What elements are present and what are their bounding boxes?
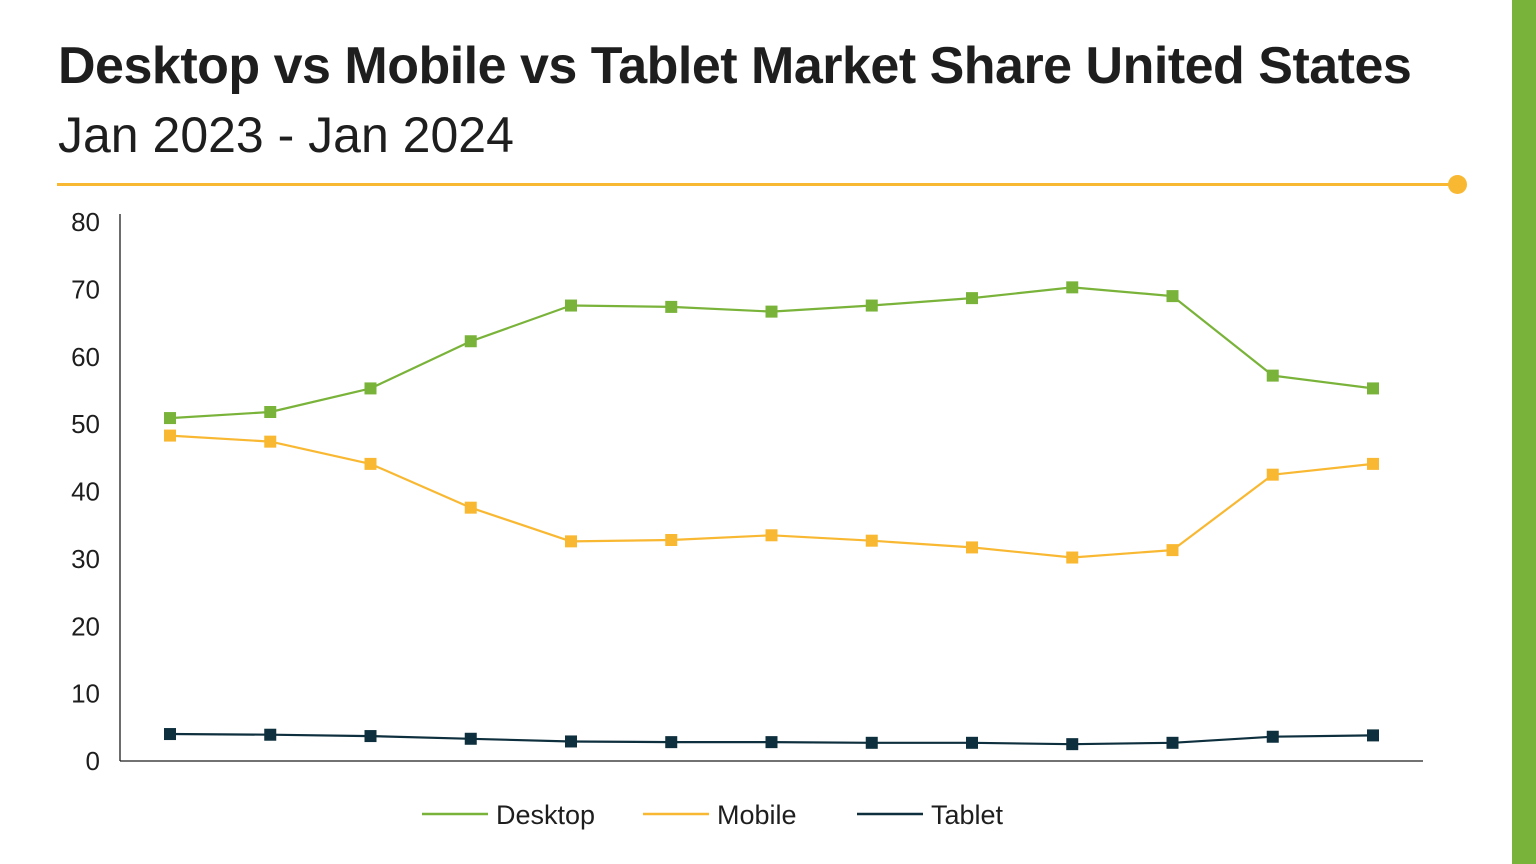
- mobile-legend-label: Mobile: [717, 800, 797, 830]
- desktop-data-point: [1166, 290, 1179, 303]
- tablet-legend-label: Tablet: [931, 800, 1004, 830]
- chart-subtitle: Jan 2023 - Jan 2024: [58, 107, 514, 163]
- mobile-data-point: [364, 457, 377, 470]
- y-tick-label: 0: [86, 746, 100, 776]
- tablet-data-point: [464, 732, 477, 745]
- tablet-data-point: [1367, 729, 1379, 742]
- desktop-data-point: [464, 335, 477, 348]
- mobile-data-point: [966, 541, 978, 554]
- tablet-data-point: [1266, 730, 1279, 743]
- chart-title: Desktop vs Mobile vs Tablet Market Share…: [58, 37, 1412, 95]
- tablet-data-point: [1166, 736, 1179, 749]
- mobile-data-point: [865, 534, 878, 547]
- desktop-data-point: [364, 382, 377, 395]
- mobile-data-point: [665, 534, 678, 547]
- tablet-data-point: [765, 736, 778, 749]
- tablet-data-point: [865, 736, 878, 749]
- tablet-data-point: [264, 728, 277, 741]
- mobile-data-point: [464, 501, 477, 514]
- desktop-data-point: [665, 300, 678, 313]
- desktop-data-point: [264, 405, 277, 418]
- mobile-data-point: [164, 429, 176, 442]
- side-accent-bar: [1512, 0, 1536, 864]
- tablet-data-point: [665, 736, 678, 749]
- tablet-data-point: [966, 736, 978, 749]
- y-tick-label: 10: [71, 679, 100, 709]
- mobile-data-point: [264, 435, 277, 448]
- y-tick-label: 80: [71, 207, 100, 237]
- y-tick-label: 40: [71, 477, 100, 507]
- desktop-data-point: [164, 412, 176, 425]
- line-chart: 0 10 20 30 40 50 60 70 80 Desktop Mobile Tablet: [71, 207, 1423, 830]
- series-layer: [164, 281, 1379, 751]
- desktop-legend-label: Desktop: [496, 800, 595, 830]
- y-axis: 0 10 20 30 40 50 60 70 80: [71, 207, 1423, 776]
- desktop-data-point: [865, 299, 878, 312]
- divider-end-dot: [1448, 175, 1467, 194]
- title-divider: [57, 183, 1457, 186]
- y-tick-label: 30: [71, 544, 100, 574]
- desktop-data-point: [1367, 382, 1379, 395]
- legend: Desktop Mobile Tablet: [422, 800, 1004, 830]
- tablet-data-point: [164, 728, 176, 741]
- tablet-data-point: [364, 730, 377, 743]
- y-tick-label: 20: [71, 611, 100, 641]
- mobile-data-point: [565, 535, 577, 548]
- desktop-data-point: [1266, 369, 1279, 382]
- desktop-data-point: [565, 299, 577, 312]
- mobile-data-point: [1266, 468, 1279, 481]
- mobile-data-point: [765, 529, 778, 542]
- mobile-data-point: [1066, 551, 1079, 564]
- desktop-data-point: [765, 305, 778, 318]
- y-tick-label: 50: [71, 409, 100, 439]
- mobile-data-point: [1367, 457, 1379, 470]
- y-tick-label: 60: [71, 342, 100, 372]
- desktop-data-point: [1066, 281, 1079, 294]
- tablet-data-point: [565, 735, 577, 748]
- y-tick-label: 70: [71, 274, 100, 304]
- desktop-data-point: [966, 292, 978, 305]
- mobile-data-point: [1166, 544, 1179, 557]
- tablet-data-point: [1066, 738, 1079, 751]
